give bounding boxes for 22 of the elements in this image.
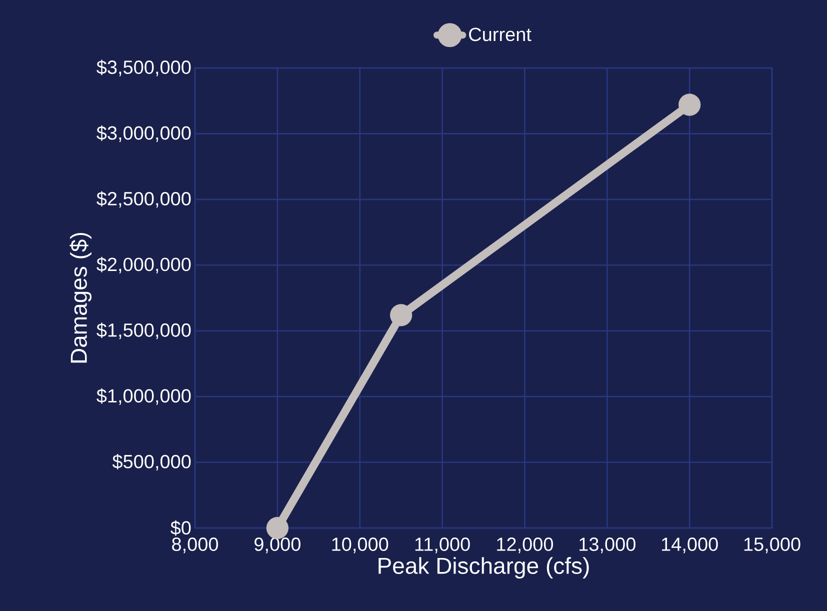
y-tick-label: $500,000 bbox=[112, 454, 191, 471]
x-tick-label: 10,000 bbox=[332, 538, 388, 554]
point bbox=[678, 94, 701, 116]
legend-label: Current bbox=[469, 28, 532, 42]
y-tick-label: $1,000,000 bbox=[96, 388, 191, 405]
y-tick-label: $2,000,000 bbox=[96, 256, 191, 274]
point bbox=[266, 516, 288, 540]
point bbox=[390, 304, 412, 326]
x-tick-label: 15,000 bbox=[744, 538, 800, 554]
y-tick-label: $2,500,000 bbox=[96, 191, 191, 208]
y-tick-label: $0 bbox=[170, 520, 191, 536]
x-tick-label: 11,000 bbox=[415, 538, 470, 554]
y-tick-label: $3,000,000 bbox=[96, 125, 191, 142]
x-tick-label: 8,000 bbox=[172, 538, 218, 554]
x-tick-label: 14,000 bbox=[662, 538, 718, 554]
y-tick-label: $3,500,000 bbox=[96, 60, 191, 76]
x-tick-label: 12,000 bbox=[497, 538, 554, 554]
x-tick-label: 9,000 bbox=[254, 538, 300, 554]
y-tick-label: $1,500,000 bbox=[96, 322, 191, 340]
x-axis-title: Peak Discharge (cfs) bbox=[378, 557, 589, 579]
y-axis-title: Damages ($) bbox=[70, 232, 92, 363]
x-tick-label: 13,000 bbox=[580, 538, 636, 554]
